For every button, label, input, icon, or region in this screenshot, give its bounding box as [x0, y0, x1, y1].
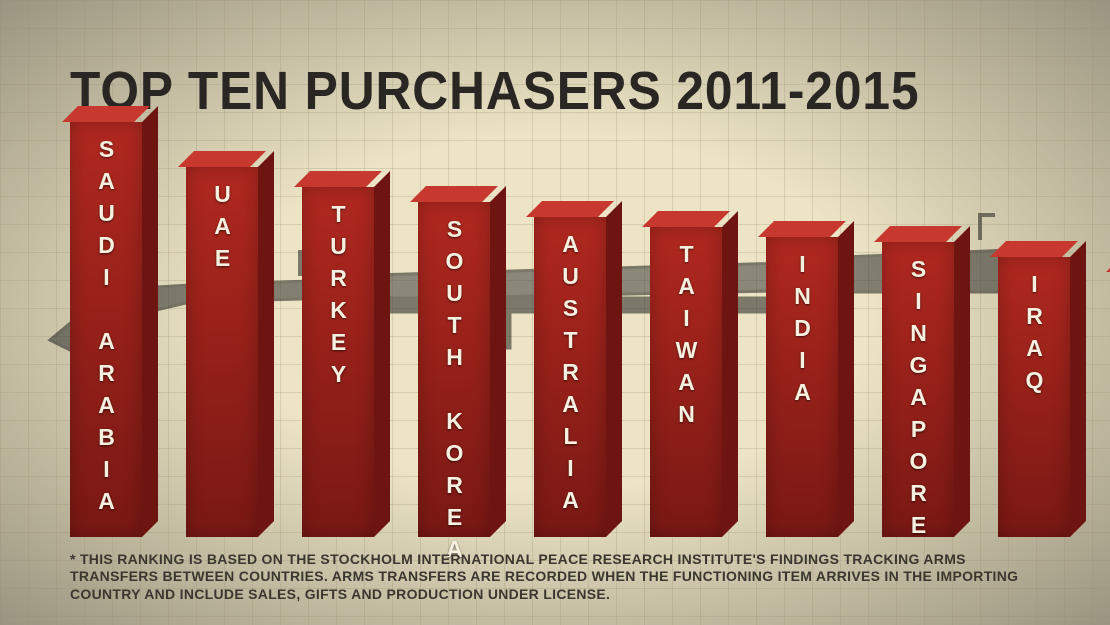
bar-side-face	[1070, 241, 1086, 537]
bar: SAUDI ARABIA	[70, 106, 158, 537]
bar-label: TAIWAN	[673, 241, 700, 433]
bar-label: UAE	[209, 181, 236, 277]
bar-label: AUSTRALIA	[557, 231, 584, 519]
bar-chart: SAUDI ARABIA UAE TURKEY SOUTH KOREA AUSTRALI…	[70, 92, 1050, 537]
bar-front-face: SOUTH KOREA	[418, 202, 490, 537]
bar-top-face	[990, 241, 1078, 257]
bar-front-face: TURKEY	[302, 187, 374, 537]
bar: SINGAPORE	[882, 226, 970, 537]
bar-side-face	[838, 221, 854, 537]
bar: INDIA	[766, 221, 854, 537]
bar-label: SOUTH KOREA	[441, 216, 468, 568]
bar: AUSTRALIA	[534, 201, 622, 537]
bar-label: SAUDI ARABIA	[93, 136, 120, 520]
bar-label: INDIA	[789, 251, 816, 411]
footnote-text: * THIS RANKING IS BASED ON THE STOCKHOLM…	[70, 551, 1040, 604]
bar-side-face	[954, 226, 970, 537]
bar-top-face	[758, 221, 846, 237]
bar-label: SINGAPORE	[905, 256, 932, 544]
bar-front-face: IRAQ	[998, 257, 1070, 537]
bar-top-face	[62, 106, 150, 122]
infographic-stage: TOP TEN PURCHASERS 2011-2015 SAUDI ARABI…	[0, 0, 1110, 625]
bar-top-face	[526, 201, 614, 217]
bar: IRAQ	[998, 241, 1086, 537]
bar-side-face	[490, 186, 506, 537]
bar-side-face	[374, 171, 390, 537]
bar-top-face	[178, 151, 266, 167]
bar-side-face	[258, 151, 274, 537]
bar: TURKEY	[302, 171, 390, 537]
bar-side-face	[722, 211, 738, 537]
bar-top-face	[1106, 256, 1110, 272]
bar: UAE	[186, 151, 274, 537]
bar-top-face	[874, 226, 962, 242]
bar-label: IRAQ	[1021, 271, 1048, 399]
bar-side-face	[606, 201, 622, 537]
bar-front-face: UAE	[186, 167, 258, 537]
bar-front-face: INDIA	[766, 237, 838, 537]
bar-front-face: SAUDI ARABIA	[70, 122, 142, 537]
bar: SOUTH KOREA	[418, 186, 506, 537]
bar-top-face	[410, 186, 498, 202]
bar-top-face	[642, 211, 730, 227]
bar: TAIWAN	[650, 211, 738, 537]
bar-front-face: TAIWAN	[650, 227, 722, 537]
bar-front-face: SINGAPORE	[882, 242, 954, 537]
bar-label: TURKEY	[325, 201, 352, 393]
bar-side-face	[142, 106, 158, 537]
bar-top-face	[294, 171, 382, 187]
bar-front-face: AUSTRALIA	[534, 217, 606, 537]
